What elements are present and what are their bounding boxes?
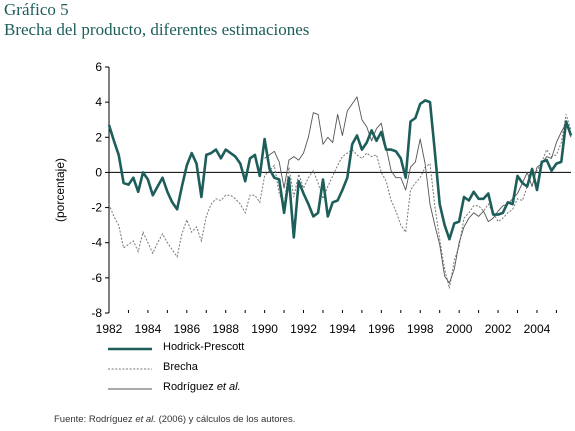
y-axis-label: (porcentaje) xyxy=(53,158,67,222)
chart-legend: Hodrick-Prescott Brecha Rodríguez et al. xyxy=(108,339,368,399)
x-tick-label: 1986 xyxy=(173,322,200,336)
legend-label-hodrick-prescott: Hodrick-Prescott xyxy=(163,341,245,353)
x-tick-label: 1998 xyxy=(407,322,434,336)
legend-item-hodrick-prescott: Hodrick-Prescott xyxy=(108,339,368,359)
legend-label-brecha: Brecha xyxy=(163,361,198,373)
source-note: Fuente: Rodríguez et al. (2006) y cálcul… xyxy=(54,414,295,425)
legend-swatch-brecha xyxy=(108,368,152,370)
source-et-al: et al. xyxy=(135,414,156,425)
x-tick-label: 1984 xyxy=(135,322,162,336)
y-tick-label: -8 xyxy=(91,306,102,320)
x-tick-label: 1992 xyxy=(290,322,317,336)
y-tick-label: 0 xyxy=(95,165,102,179)
x-tick-label: 1988 xyxy=(212,322,239,336)
x-tick-label: 1990 xyxy=(251,322,278,336)
y-tick-label: -2 xyxy=(91,201,102,215)
legend-swatch-hodrick-prescott xyxy=(108,347,152,351)
y-tick-label: 2 xyxy=(95,130,102,144)
y-tick-label: 4 xyxy=(95,95,102,109)
legend-label-rodriguez: Rodríguez et al. xyxy=(163,381,241,393)
legend-item-rodriguez: Rodríguez et al. xyxy=(108,379,368,399)
y-tick-label: -6 xyxy=(91,271,102,285)
source-prefix: Fuente: Rodríguez xyxy=(54,414,136,425)
y-tick-label: 6 xyxy=(95,60,102,74)
legend-swatch-rodriguez xyxy=(108,388,152,390)
legend-item-brecha: Brecha xyxy=(108,359,368,379)
series-hodrick-prescott xyxy=(107,99,573,241)
x-tick-label: 2002 xyxy=(485,322,512,336)
x-tick-label: 1994 xyxy=(329,322,356,336)
x-tick-label: 1996 xyxy=(368,322,395,336)
y-tick-label: -4 xyxy=(91,236,102,250)
x-tick-label: 2004 xyxy=(524,322,551,336)
series-rodriguez xyxy=(264,96,572,284)
x-tick-label: 2000 xyxy=(446,322,473,336)
chart-subtitle: Brecha del producto, diferentes estimaci… xyxy=(4,20,310,39)
x-tick-label: 1982 xyxy=(96,322,123,336)
chart-title: Gráfico 5 xyxy=(4,0,69,19)
source-suffix: (2006) y cálculos de los autores. xyxy=(155,414,296,425)
